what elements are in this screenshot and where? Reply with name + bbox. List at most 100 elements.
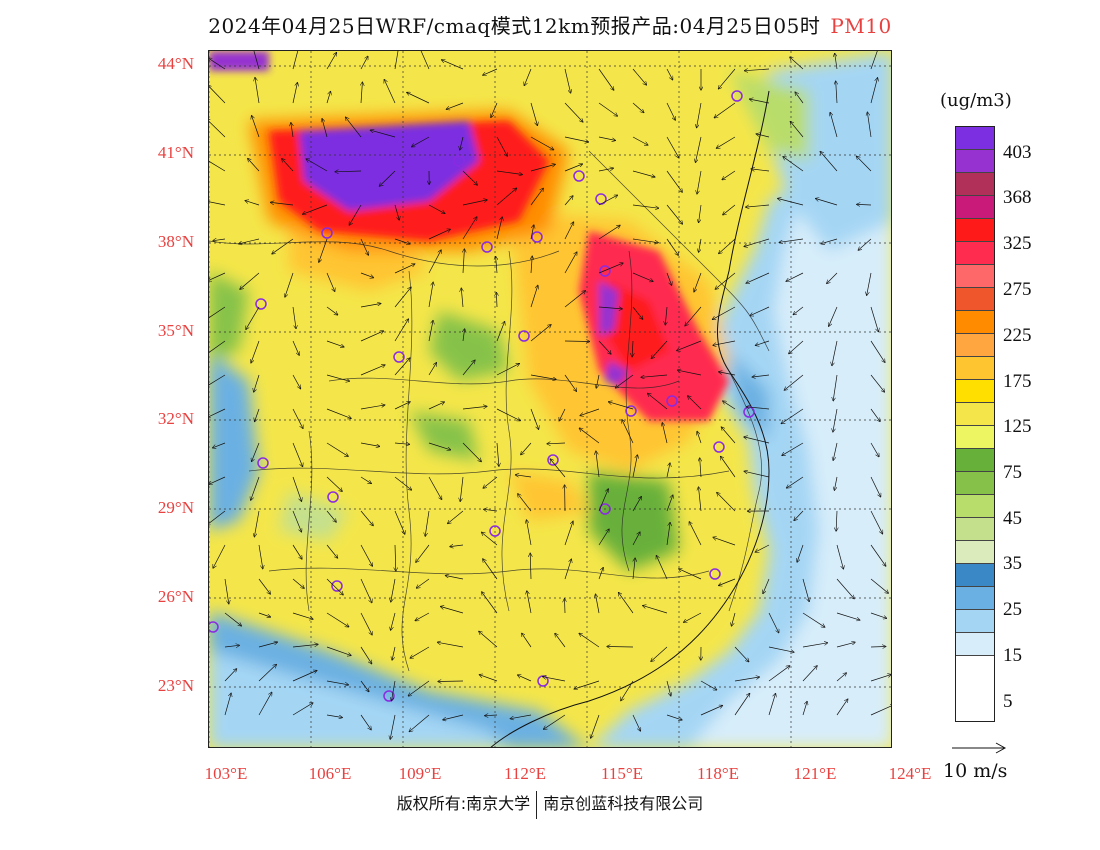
wind-arrow	[802, 643, 828, 648]
wind-arrow	[292, 578, 304, 588]
wind-arrow	[209, 201, 226, 206]
legend-swatch	[956, 587, 994, 610]
wind-arrow	[579, 633, 600, 648]
footer-right: 南京创蓝科技有限公司	[543, 794, 704, 813]
legend-swatch	[956, 288, 994, 311]
wind-arrow	[632, 170, 655, 177]
wind-arrow	[820, 152, 838, 172]
wind-arrow	[596, 594, 600, 614]
wind-arrow	[251, 340, 260, 363]
lon-label-106: 106°E	[308, 764, 352, 783]
wind-arrow	[491, 102, 498, 117]
wind-arrow	[622, 420, 634, 444]
wind-arrow	[209, 510, 226, 525]
wind-arrow	[867, 112, 872, 138]
title-main: 2024年04月25日WRF/cmaq模式12km预报产品:04月25日05时	[208, 14, 821, 38]
wind-arrow	[598, 340, 611, 354]
wind-arrow	[699, 487, 702, 512]
wind-arrow	[384, 80, 396, 104]
wind-arrow	[609, 402, 634, 410]
wind-arrow	[755, 544, 770, 552]
wind-arrow	[768, 612, 779, 633]
wind-arrow	[632, 68, 646, 85]
wind-arrow	[446, 102, 464, 109]
wind-arrow	[292, 442, 303, 467]
wind-arrow	[666, 463, 670, 478]
wind-arrow	[746, 204, 770, 207]
wind-arrow	[530, 553, 531, 580]
wind-arrow	[721, 457, 736, 478]
legend-swatch	[956, 242, 994, 265]
wind-arrow	[417, 578, 430, 588]
lon-label-118: 118°E	[696, 764, 740, 783]
wind-arrow	[360, 612, 372, 635]
wind-arrow	[450, 545, 464, 547]
wind-arrow	[292, 703, 313, 716]
wind-arrow	[248, 159, 260, 172]
wind-arrow	[564, 521, 573, 546]
wind-arrow	[598, 568, 603, 580]
wind-arrow	[598, 529, 609, 546]
legend-label: 175	[1003, 371, 1032, 392]
wind-arrow	[360, 646, 372, 664]
wind-arrow	[462, 442, 481, 462]
wind-arrow	[756, 134, 770, 138]
wind-arrow	[448, 510, 464, 524]
lat-label-23: 23°N	[157, 676, 194, 695]
wind-arrow	[335, 171, 362, 172]
wind-arrow	[392, 680, 396, 701]
wind-arrow	[428, 204, 445, 213]
wind-arrow	[744, 471, 770, 478]
wind-arrow	[751, 169, 770, 171]
wind-arrow	[598, 263, 623, 274]
wind-arrow	[632, 455, 637, 478]
pm10-field	[209, 51, 891, 747]
wind-arrow	[409, 714, 430, 732]
wind-arrow	[530, 136, 554, 150]
legend-swatch	[956, 656, 994, 679]
wind-arrow	[360, 56, 368, 70]
wind-arrow	[292, 408, 303, 428]
wind-arrow	[555, 634, 566, 648]
wind-arrow	[666, 714, 682, 720]
wind-arrow	[246, 306, 260, 329]
legend-swatch	[956, 633, 994, 656]
wind-arrow	[252, 116, 260, 138]
wind-arrow	[870, 705, 891, 716]
wind-arrow	[412, 136, 430, 147]
wind-arrow	[428, 229, 450, 240]
wind-arrow	[326, 53, 337, 70]
wind-arrow	[258, 612, 270, 617]
wind-arrow	[482, 592, 498, 614]
wind-arrow	[744, 238, 770, 247]
wind-arrow	[292, 612, 313, 619]
wind-arrow	[292, 476, 302, 501]
wind-arrow	[789, 340, 804, 354]
wind-arrow	[394, 319, 408, 342]
lat-label-29: 29°N	[157, 498, 194, 517]
wind-arrow	[428, 363, 436, 376]
wind-arrow	[870, 578, 888, 593]
wind-arrow	[564, 164, 582, 172]
wind-arrow	[832, 340, 838, 366]
wind-arrow	[483, 476, 498, 488]
wind-arrow	[550, 459, 566, 478]
wind-arrow	[360, 272, 373, 278]
map-panel	[208, 50, 892, 748]
wind-arrow	[394, 402, 410, 410]
wind-arrow	[326, 272, 335, 291]
wind-arrow	[858, 238, 872, 250]
wind-arrow	[224, 645, 239, 647]
legend-swatch	[956, 564, 994, 587]
wind-arrow	[326, 578, 343, 595]
wind-arrow	[656, 556, 668, 580]
lat-label-41: 41°N	[157, 143, 194, 162]
wind-arrow	[802, 612, 825, 627]
wind-arrow	[802, 666, 817, 682]
wind-arrow	[697, 432, 702, 444]
wind-arrow	[870, 510, 883, 534]
wind-arrow	[326, 680, 348, 685]
wind-arrow	[360, 510, 373, 526]
wind-arrow	[717, 493, 736, 512]
wind-arrow	[781, 408, 804, 424]
